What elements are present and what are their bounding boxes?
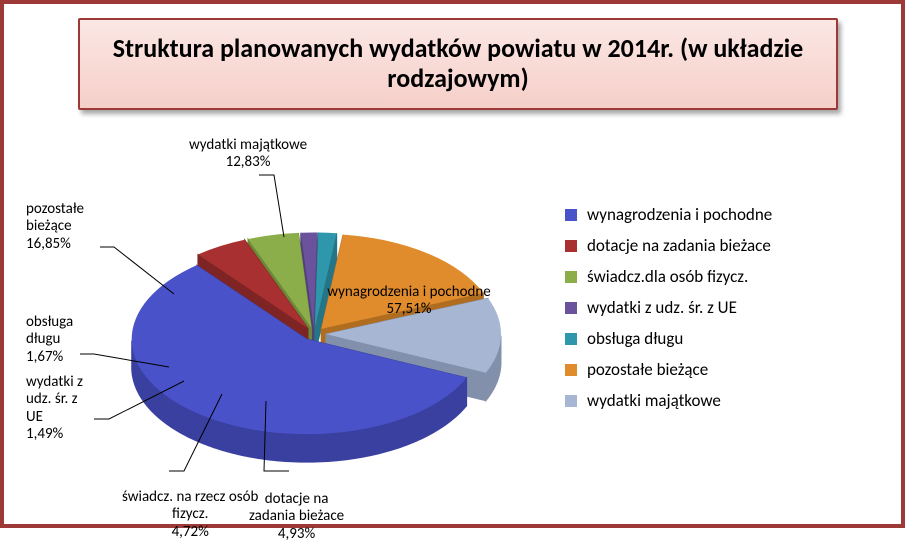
legend-label: wynagrodzenia i pochodne [587, 204, 772, 225]
legend-swatch [565, 333, 577, 345]
legend-item: świadcz.dla osób fizycz. [565, 266, 875, 287]
callout-pct: 4,72% [122, 524, 258, 541]
legend-label: wydatki majątkowe [587, 390, 721, 411]
callout-label: wydatki majątkowe [189, 137, 307, 154]
legend-label: dotacje na zadania bieżace [587, 235, 771, 256]
legend-swatch [565, 240, 577, 252]
legend-item: wydatki majątkowe [565, 390, 875, 411]
callout-label: dotacje nazadania bieżace [249, 491, 344, 526]
callout-label: obsługadługu [26, 314, 73, 349]
legend-item: wydatki z udz. śr. z UE [565, 297, 875, 318]
legend-item: wynagrodzenia i pochodne [565, 204, 875, 225]
callout-swiadcz: świadcz. na rzecz osóbfizycz. 4,72% [122, 489, 258, 541]
callout-label: świadcz. na rzecz osóbfizycz. [122, 489, 258, 524]
callout-pct: 1,49% [26, 426, 83, 443]
legend-swatch [565, 302, 577, 314]
callout-wynagrodzenia: wynagrodzenia i pochodne 57,51% [327, 284, 490, 319]
chart-title: Struktura planowanych wydatków powiatu w… [80, 34, 836, 94]
callout-pct: 12,83% [189, 154, 307, 171]
legend-label: pozostałe bieżące [587, 359, 708, 380]
pie-svg [14, 119, 554, 519]
callout-label: wydatki zudz. śr. zUE [26, 374, 83, 426]
callout-label: pozostałebieżące [26, 201, 84, 236]
legend-swatch [565, 364, 577, 376]
callout-ue: wydatki zudz. śr. zUE 1,49% [26, 374, 83, 443]
pie-chart: wynagrodzenia i pochodne 57,51% dotacje … [14, 119, 554, 519]
legend-swatch [565, 271, 577, 283]
legend-label: świadcz.dla osób fizycz. [587, 266, 748, 287]
legend-item: pozostałe bieżące [565, 359, 875, 380]
callout-dotacje: dotacje nazadania bieżace 4,93% [249, 491, 344, 543]
callout-majatkowe: wydatki majątkowe 12,83% [189, 137, 307, 172]
title-box: Struktura planowanych wydatków powiatu w… [78, 18, 838, 110]
callout-pct: 16,85% [26, 236, 84, 253]
callout-label: wynagrodzenia i pochodne [327, 284, 490, 301]
legend-item: obsługa długu [565, 328, 875, 349]
legend-item: dotacje na zadania bieżace [565, 235, 875, 256]
legend-label: obsługa długu [587, 328, 683, 349]
legend: wynagrodzenia i pochodne dotacje na zadan… [565, 194, 875, 421]
legend-swatch [565, 395, 577, 407]
callout-pct: 57,51% [327, 301, 490, 318]
callout-dlug: obsługadługu 1,67% [26, 314, 73, 366]
chart-frame: Struktura planowanych wydatków powiatu w… [0, 0, 905, 528]
callout-pct: 4,93% [249, 526, 344, 543]
legend-swatch [565, 209, 577, 221]
callout-pozostale: pozostałebieżące 16,85% [26, 201, 84, 253]
legend-label: wydatki z udz. śr. z UE [587, 297, 737, 318]
callout-pct: 1,67% [26, 349, 73, 366]
